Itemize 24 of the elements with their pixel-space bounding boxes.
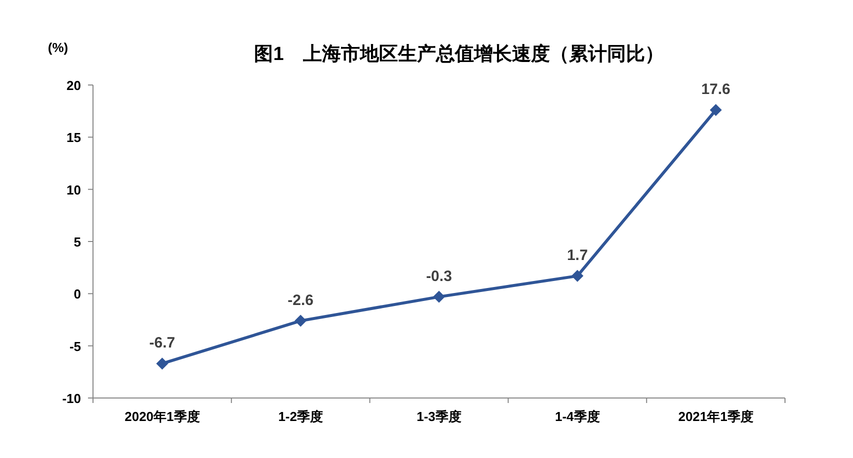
- x-tick-label: 2021年1季度: [678, 409, 754, 424]
- data-label: -2.6: [288, 292, 314, 309]
- point: [294, 314, 307, 327]
- data-label: 17.6: [701, 81, 730, 98]
- point: [710, 104, 722, 116]
- y-tick-label: 0: [74, 286, 81, 302]
- y-axis-title: (%): [48, 40, 68, 55]
- x-tick-label: 1-4季度: [555, 409, 600, 424]
- point: [156, 358, 168, 370]
- data-label: -6.7: [149, 334, 176, 352]
- point: [571, 270, 584, 282]
- data-label: -0.3: [426, 268, 452, 285]
- y-tick-label: 15: [66, 130, 81, 146]
- point: [433, 290, 445, 303]
- y-tick-label: -5: [69, 338, 81, 354]
- y-tick-label: 20: [66, 78, 81, 93]
- chart-title: 图1 上海市地区生产总值增长速度（累计同比）: [254, 43, 664, 65]
- x-tick-label: 1-3季度: [416, 409, 462, 424]
- y-tick-label: -10: [62, 391, 81, 406]
- y-tick-label: 10: [66, 182, 81, 198]
- data-label: 1.7: [566, 246, 588, 264]
- y-tick-label: 5: [74, 234, 81, 250]
- x-tick-label: 2020年1季度: [124, 409, 200, 424]
- x-tick-label: 1-2季度: [278, 409, 323, 424]
